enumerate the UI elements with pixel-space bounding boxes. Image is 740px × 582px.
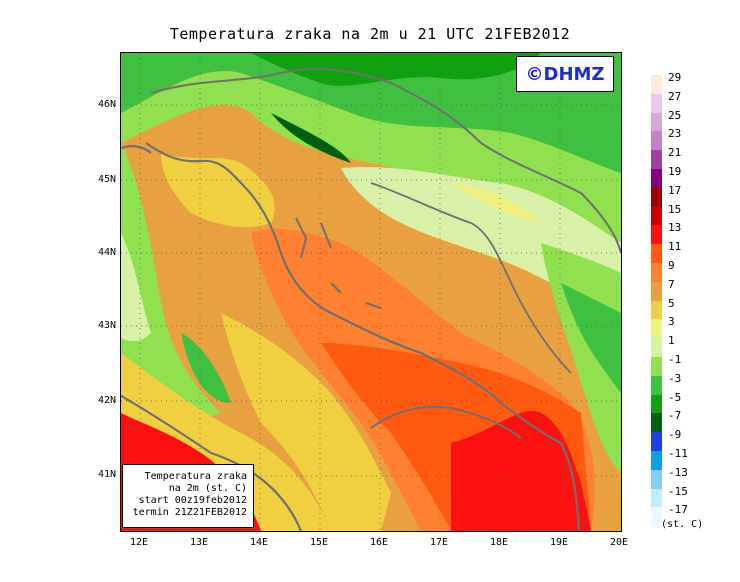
lat-tick-44n: 44N <box>97 247 116 258</box>
legend-label: -9 <box>668 428 682 442</box>
legend-label: 3 <box>668 315 675 329</box>
legend-swatch <box>651 375 662 396</box>
dhmz-logo: ©DHMZ <box>516 56 614 92</box>
legend-swatch <box>651 357 662 377</box>
legend-swatch <box>651 319 662 339</box>
lon-tick-20e: 20E <box>609 537 629 548</box>
legend-label: 5 <box>668 296 675 310</box>
legend-swatch <box>651 131 662 151</box>
lat-tick-43n: 43N <box>97 320 116 331</box>
legend-label: 25 <box>668 108 682 122</box>
legend-swatch <box>651 263 662 283</box>
legend-label: -3 <box>668 371 682 385</box>
temperature-field <box>121 53 621 531</box>
legend-label: -15 <box>668 484 688 498</box>
lon-tick-17e: 17E <box>429 537 449 548</box>
info-line-3: start 00z19feb2012 <box>138 495 247 506</box>
legend-swatch <box>651 300 662 320</box>
legend-swatch <box>651 150 662 170</box>
lon-tick-16e: 16E <box>369 537 389 548</box>
info-line-2: na 2m (st. C) <box>168 483 247 494</box>
lon-tick-18e: 18E <box>489 537 509 548</box>
legend-label: -17 <box>668 503 688 517</box>
legend-swatch <box>651 469 662 490</box>
legend-units: (st. C) <box>661 519 704 530</box>
lat-tick-46n: 46N <box>97 99 116 110</box>
legend-label: -5 <box>668 390 682 404</box>
lon-tick-12e: 12E <box>129 537 149 548</box>
legend-label: -7 <box>668 409 682 423</box>
legend-swatch <box>651 394 662 414</box>
legend-label: 1 <box>668 334 675 348</box>
lon-tick-13e: 13E <box>189 537 209 548</box>
lon-tick-14e: 14E <box>249 537 269 548</box>
legend-label: 23 <box>668 127 682 141</box>
legend-label: -11 <box>668 447 688 460</box>
legend-label: 9 <box>668 259 675 272</box>
legend-label: -13 <box>668 465 688 479</box>
legend-swatch <box>651 187 662 208</box>
legend-swatch <box>651 338 662 358</box>
legend-label: 19 <box>668 165 682 178</box>
legend-swatch <box>651 112 662 132</box>
legend-swatch <box>651 244 662 264</box>
legend-swatch <box>651 206 662 226</box>
legend-label: 13 <box>668 221 682 235</box>
temperature-map <box>120 52 622 532</box>
legend-swatch <box>651 451 662 471</box>
legend-swatch <box>651 93 662 114</box>
legend-label: 11 <box>668 240 682 254</box>
lon-tick-15e: 15E <box>309 537 329 548</box>
legend-label: 15 <box>668 202 682 216</box>
lon-tick-19e: 19E <box>549 537 569 548</box>
info-line-4: termin 21Z21FEB2012 <box>132 507 247 518</box>
legend-swatch <box>651 169 662 189</box>
legend-swatch <box>651 432 662 452</box>
legend-swatch <box>651 488 662 508</box>
lat-tick-45n: 45N <box>97 174 116 185</box>
legend-label: 21 <box>668 146 682 160</box>
map-title: Temperatura zraka na 2m u 21 UTC 21FEB20… <box>169 25 571 43</box>
legend-label: 17 <box>668 183 682 197</box>
info-line-1: Temperatura zraka <box>144 471 247 482</box>
legend-swatch <box>651 225 662 245</box>
grid-lines <box>121 53 621 531</box>
legend-swatch <box>651 413 662 433</box>
lat-tick-42n: 42N <box>97 395 116 406</box>
legend-label: 7 <box>668 277 675 291</box>
lat-tick-41n: 41N <box>97 469 116 480</box>
legend-swatch <box>651 281 662 302</box>
legend-label: -1 <box>668 353 682 366</box>
legend-label: 27 <box>668 89 682 103</box>
legend-swatch <box>651 75 662 95</box>
legend-swatch <box>651 507 662 527</box>
info-box: Temperatura zraka na 2m (st. C) start 00… <box>122 464 254 528</box>
legend-label: 29 <box>668 71 682 84</box>
